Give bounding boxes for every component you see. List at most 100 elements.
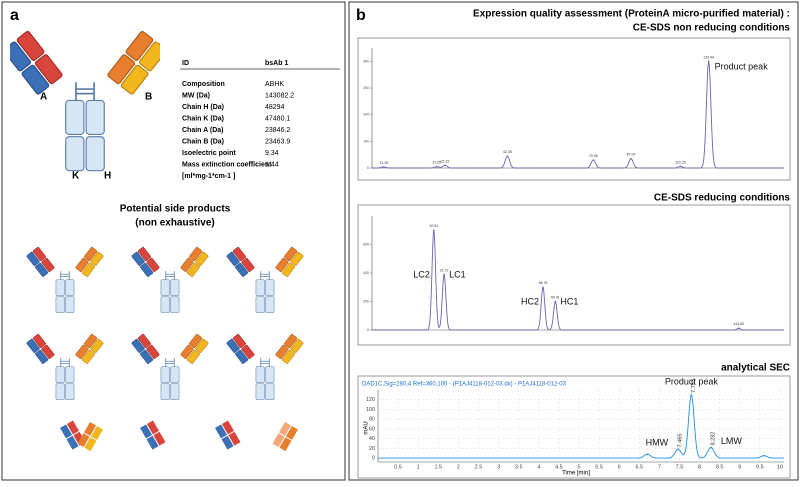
peak-marker	[506, 155, 509, 157]
peak-label: 87.00	[627, 153, 636, 157]
y-tick-label: 400	[363, 271, 369, 275]
x-tick-label: 10	[777, 464, 783, 470]
peak-label: 7.465	[678, 434, 684, 448]
peak-annotation: LC2	[413, 269, 430, 279]
table-cell: 47480.1	[265, 115, 290, 122]
x-tick-label: 6	[618, 464, 621, 470]
panel-title: Expression quality assessment (ProteinA …	[473, 9, 790, 20]
section-title: (non exhaustive)	[135, 218, 214, 229]
x-tick-label: 7	[658, 464, 661, 470]
table-header: ID	[182, 60, 189, 67]
y-tick-label: 80	[369, 417, 375, 423]
peak-label: 144.60	[733, 322, 744, 326]
trace	[378, 394, 784, 459]
peak-marker	[542, 286, 544, 289]
peak-label: 70.95	[589, 154, 598, 158]
peak-marker	[737, 327, 740, 330]
panel-label: b	[356, 7, 366, 24]
y-tick-label: 20	[369, 446, 375, 452]
y-axis-label: mAU	[364, 421, 370, 434]
table-cell: MW (Da)	[182, 92, 210, 99]
x-tick-label: 8	[698, 464, 701, 470]
peak-annotation: Product peak	[665, 376, 719, 386]
peak-marker	[707, 60, 710, 63]
x-tick-label: 6.5	[635, 464, 643, 470]
peak-annotation: HC2	[521, 296, 539, 306]
x-tick-label: 4.5	[555, 464, 563, 470]
peak-label: 8.282	[710, 432, 716, 446]
peak-label: 46.78	[539, 281, 548, 285]
y-tick-label: 100	[366, 407, 375, 413]
y-tick-label: 200	[363, 299, 369, 303]
peak-marker	[435, 165, 438, 168]
y-tick-label: 200	[363, 113, 369, 117]
x-tick-label: 5.5	[595, 464, 603, 470]
peak-marker	[646, 453, 649, 456]
peak-marker	[433, 229, 435, 232]
peak-annotation: LC1	[449, 269, 466, 279]
chart-title: analytical SEC	[721, 363, 790, 374]
peak-marker	[592, 159, 595, 161]
peak-marker	[382, 166, 385, 168]
table-cell: 48294	[265, 104, 285, 111]
panel-b-frame	[348, 1, 799, 481]
peak-marker	[710, 446, 712, 449]
y-tick-label: 100	[363, 139, 369, 143]
peak-annotation: HMW	[646, 438, 669, 448]
table-cell: 9.34	[265, 150, 279, 157]
table-cell: 23846.2	[265, 127, 290, 134]
table-cell: Mass extinction coefficient	[182, 161, 272, 168]
section-title: Potential side products	[120, 204, 231, 215]
panel-label: a	[10, 7, 19, 24]
y-tick-label: 300	[363, 86, 369, 90]
x-tick-label: 2	[457, 464, 460, 470]
y-tick-label: 120	[366, 397, 375, 403]
x-tick-label: 8.5	[716, 464, 724, 470]
side-products	[25, 246, 305, 452]
x-tick-label: 9.5	[756, 464, 764, 470]
x-tick-label: 9	[738, 464, 741, 470]
peak-annotation: Product peak	[715, 62, 769, 72]
peak-marker	[444, 164, 446, 167]
chain-label: K	[72, 171, 80, 182]
x-tick-label: 1.5	[434, 464, 442, 470]
peak-label: 21.72	[440, 268, 449, 272]
panel-title: CE-SDS non reducing conditions	[633, 23, 791, 34]
peak-marker	[443, 273, 445, 276]
peak-label: 42.35	[503, 150, 512, 154]
x-tick-label: 1	[417, 464, 420, 470]
y-tick-label: 40	[369, 436, 375, 442]
table-cell: ABHK	[265, 81, 284, 88]
peak-marker	[677, 448, 679, 451]
chart-title: CE-SDS reducing conditions	[654, 193, 791, 204]
peak-annotation: HC1	[560, 296, 578, 306]
chart-frame	[357, 37, 791, 181]
chain-label: B	[145, 92, 152, 103]
y-tick-label: 400	[363, 59, 369, 63]
x-tick-label: 7.5	[676, 464, 684, 470]
table-cell: Chain K (Da)	[182, 115, 224, 122]
peak-marker	[554, 300, 557, 303]
peak-annotation: LMW	[721, 436, 743, 446]
peak-marker	[679, 165, 682, 168]
y-tick-label: 0	[367, 166, 369, 170]
table-cell: 23463.9	[265, 138, 290, 145]
table-cell: Isoelectric point	[182, 150, 236, 157]
table-cell: Chain A (Da)	[182, 127, 223, 134]
y-tick-label: 0	[367, 328, 369, 332]
x-tick-label: 3.5	[515, 464, 523, 470]
x-tick-label: 2.5	[475, 464, 483, 470]
peak-label: 11.15	[380, 161, 389, 165]
peak-marker	[690, 394, 693, 396]
x-tick-label: 0.5	[394, 464, 402, 470]
table-cell: [ml*mg-1*cm-1 ]	[182, 173, 235, 180]
chart-frame	[357, 375, 791, 479]
table-cell: 1.44	[265, 161, 279, 168]
chart-header: DAD1C,Sig=280,4 Ref=360,100 - (P1AJ4118-…	[362, 382, 567, 388]
y-tick-label: 600	[363, 242, 369, 246]
panel-a-frame	[1, 1, 346, 481]
peak-label: 22.22	[441, 159, 450, 163]
peak-marker	[763, 454, 765, 457]
chain-label: H	[104, 171, 111, 182]
